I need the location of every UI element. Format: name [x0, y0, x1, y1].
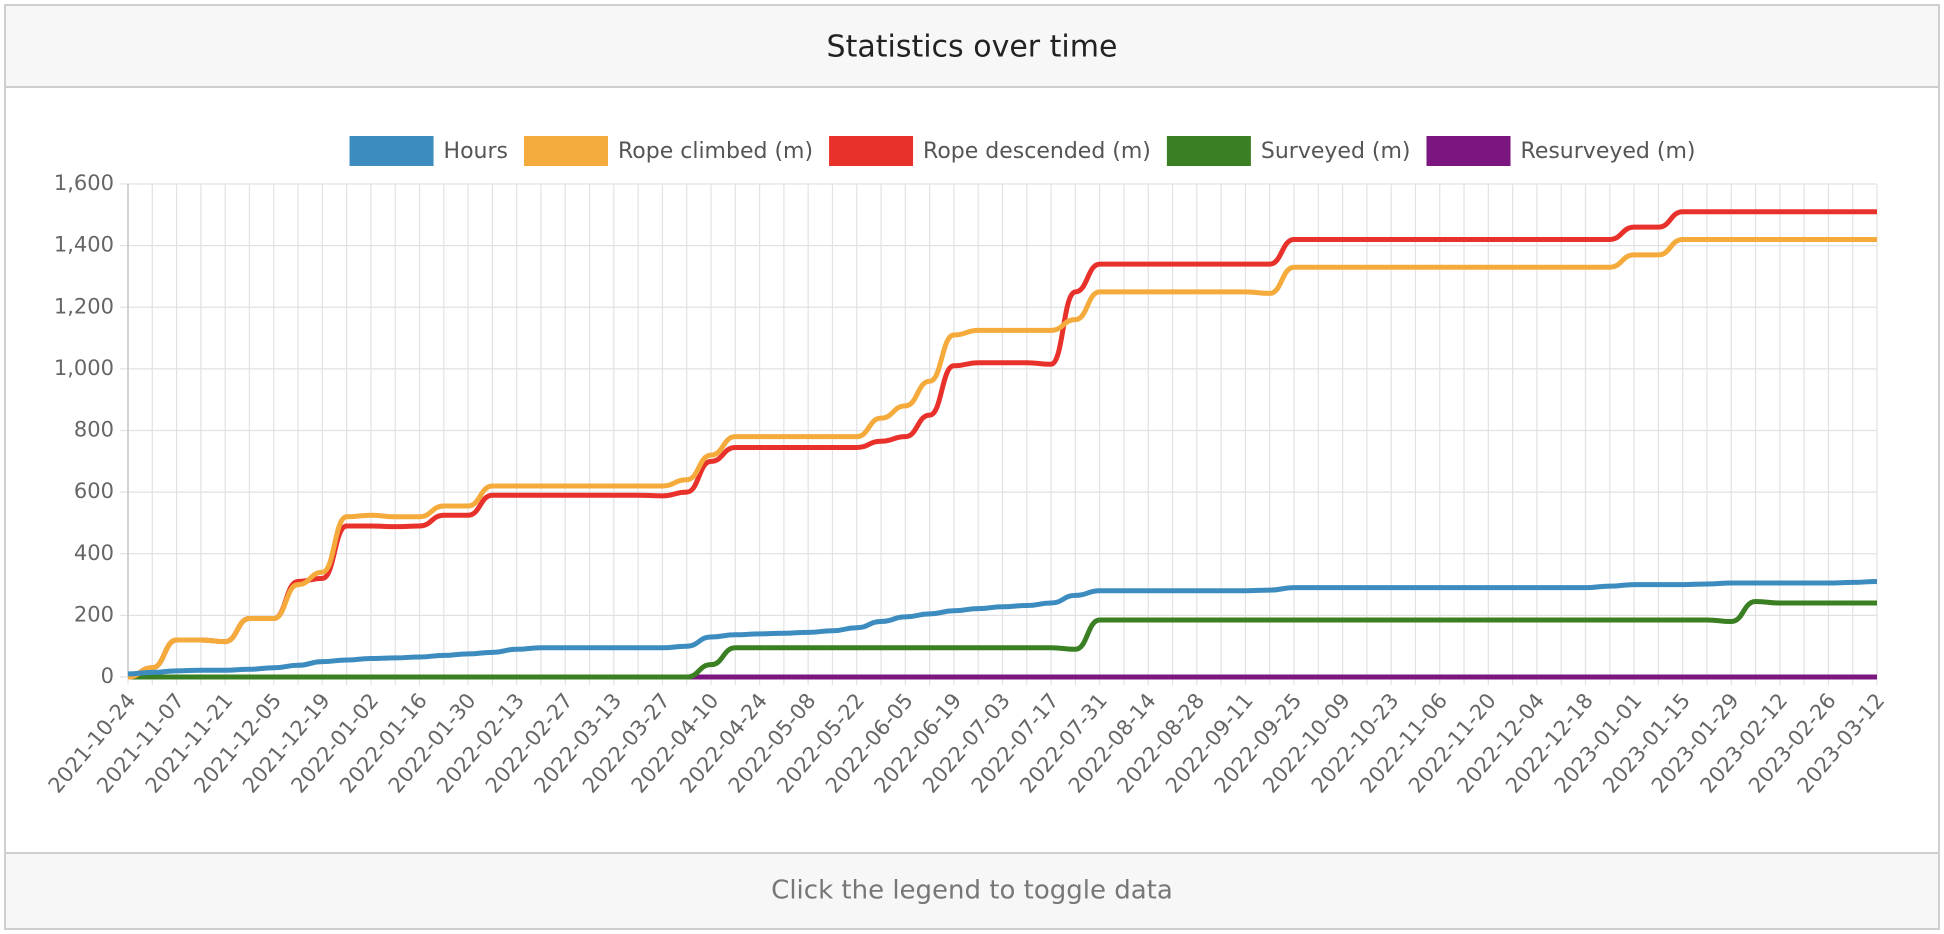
legend-label: Resurveyed (m)	[1521, 139, 1696, 164]
legend-label: Rope descended (m)	[923, 139, 1151, 164]
y-tick-label: 0	[101, 664, 114, 688]
series-line	[127, 236, 1877, 680]
legend-swatch	[1426, 136, 1511, 166]
legend-label: Rope climbed (m)	[618, 139, 813, 164]
legend-swatch	[523, 136, 608, 166]
series-line	[128, 599, 1877, 680]
y-tick-label: 1,400	[54, 233, 114, 257]
legend: Hours Rope climbed (m) Rope descended (m) S…	[349, 136, 1696, 166]
y-tick-label: 600	[74, 479, 114, 503]
y-tick-label: 200	[74, 602, 114, 626]
card-footer	[6, 853, 1938, 928]
y-tick-label: 400	[74, 541, 114, 565]
legend-swatch	[349, 136, 434, 166]
legend-item[interactable]: Hours	[349, 136, 508, 166]
y-tick-label: 1,000	[54, 356, 114, 380]
y-tick-label: 800	[74, 418, 114, 442]
legend-swatch	[829, 136, 914, 166]
y-tick-label: 1,600	[54, 171, 114, 195]
legend-swatch	[1166, 136, 1251, 166]
footer-note: Click the legend to toggle data	[771, 876, 1173, 906]
card-header	[6, 6, 1938, 87]
card-frame	[4, 4, 1940, 930]
series-line	[127, 578, 1878, 677]
legend-label: Hours	[444, 139, 508, 164]
legend-item[interactable]: Resurveyed (m)	[1426, 136, 1696, 166]
series-line	[127, 209, 1877, 680]
y-tick-label: 1,200	[54, 294, 114, 318]
legend-item[interactable]: Surveyed (m)	[1166, 136, 1411, 166]
card-title: Statistics over time	[827, 30, 1118, 65]
legend-label: Surveyed (m)	[1261, 139, 1411, 164]
legend-item[interactable]: Rope climbed (m)	[523, 136, 813, 166]
legend-item[interactable]: Rope descended (m)	[829, 136, 1151, 166]
